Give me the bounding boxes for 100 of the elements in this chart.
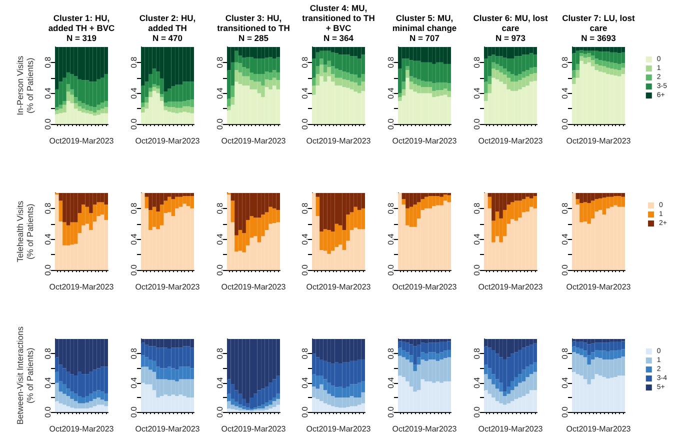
y-tick-label: 0.0: [472, 118, 482, 130]
y-tick-label: 0.8: [130, 348, 138, 360]
chart-subtitle: N = 3693: [580, 33, 617, 43]
y-tick-label: 0.4: [300, 87, 310, 99]
x-axis-title: Oct2019-Mar2023: [306, 424, 372, 434]
chart-subtitle: N = 470: [151, 33, 184, 43]
x-axis-title: Oct2019-Mar2023: [478, 424, 544, 434]
y-tick-label: 0.8: [560, 348, 570, 360]
x-axis-title: Oct2019-Mar2023: [306, 136, 372, 146]
y-tick-label: 0.4: [44, 233, 52, 245]
y-tick-label: 0.0: [130, 406, 138, 418]
y-tick-label: 0.4: [472, 87, 482, 99]
y-tick-label: 0.0: [216, 406, 224, 418]
y-tick-label: 0.0: [300, 118, 310, 130]
y-tick-label: 0.0: [44, 406, 52, 418]
y-tick-label: 0.8: [300, 202, 310, 214]
y-tick-label: 0.4: [386, 233, 396, 245]
x-axis-title: Oct2019-Mar2023: [135, 136, 200, 146]
y-tick-label: 0.8: [300, 56, 310, 68]
y-axis-title: In-Person Visits (% of Patients): [15, 56, 35, 116]
chart-title: Cluster 4: MU, transitioned to TH + BVC: [301, 3, 376, 33]
x-axis-title: Oct2019-Mar2023: [221, 424, 286, 434]
y-tick-label: 0.0: [560, 264, 570, 276]
y-tick-label: 0.8: [216, 56, 224, 68]
x-axis-title: Oct2019-Mar2023: [221, 282, 286, 292]
chart-title: Cluster 1: HU, added TH + BVC: [47, 13, 116, 33]
y-tick-label: 0.4: [216, 87, 224, 99]
y-tick-label: 0.4: [560, 376, 570, 388]
chart-title: Cluster 6: MU, lost care: [472, 13, 549, 33]
chart-subtitle: N = 319: [65, 33, 98, 43]
x-axis-title: Oct2019-Mar2023: [566, 282, 632, 292]
y-tick-label: 0.8: [560, 56, 570, 68]
y-tick-label: 0.0: [386, 118, 396, 130]
y-tick-label: 0.4: [216, 233, 224, 245]
chart-subtitle: N = 285: [237, 33, 270, 43]
y-tick-label: 0.0: [472, 264, 482, 276]
y-tick-label: 0.0: [44, 118, 52, 130]
y-tick-label: 0.8: [472, 202, 482, 214]
y-tick-label: 0.0: [300, 406, 310, 418]
chart-subtitle: N = 364: [322, 33, 354, 43]
y-tick-label: 0.8: [300, 348, 310, 360]
y-tick-label: 0.4: [472, 376, 482, 388]
x-axis-title: Oct2019-Mar2023: [478, 136, 544, 146]
y-tick-label: 0.0: [386, 406, 396, 418]
y-tick-label: 0.8: [130, 202, 138, 214]
x-axis-title: Oct2019-Mar2023: [135, 282, 200, 292]
y-tick-label: 0.8: [386, 56, 396, 68]
x-axis-title: Oct2019-Mar2023: [49, 136, 114, 146]
x-axis-title: Oct2019-Mar2023: [392, 424, 458, 434]
y-tick-label: 0.8: [44, 56, 52, 68]
y-tick-label: 0.0: [472, 406, 482, 418]
y-tick-label: 0.4: [560, 233, 570, 245]
y-tick-label: 0.8: [44, 202, 52, 214]
y-tick-label: 0.4: [386, 376, 396, 388]
chart-title: Cluster 7: LU, lost care: [561, 13, 636, 33]
x-axis-title: Oct2019-Mar2023: [566, 136, 632, 146]
y-tick-label: 0.4: [130, 233, 138, 245]
x-axis-title: Oct2019-Mar2023: [221, 136, 286, 146]
y-tick-label: 0.4: [130, 376, 138, 388]
y-tick-label: 0.4: [300, 376, 310, 388]
y-tick-label: 0.0: [300, 264, 310, 276]
y-tick-label: 0.4: [130, 87, 138, 99]
y-tick-label: 0.0: [216, 118, 224, 130]
y-tick-label: 0.0: [44, 264, 52, 276]
y-tick-label: 0.4: [216, 376, 224, 388]
y-tick-label: 0.0: [130, 264, 138, 276]
y-tick-label: 0.0: [560, 406, 570, 418]
chart-title: Cluster 3: HU, transitioned to TH: [216, 13, 291, 33]
y-tick-label: 0.8: [216, 348, 224, 360]
y-tick-label: 0.4: [44, 376, 52, 388]
x-axis-title: Oct2019-Mar2023: [135, 424, 200, 434]
y-tick-label: 0.0: [386, 264, 396, 276]
y-axis-title: Between-Visit Interactions (% of Patients): [15, 326, 35, 425]
x-axis-title: Oct2019-Mar2023: [392, 136, 458, 146]
y-axis-title: Telehealth Visits (% of Patients): [15, 200, 35, 262]
y-tick-label: 0.0: [216, 264, 224, 276]
y-tick-label: 0.8: [472, 56, 482, 68]
y-tick-label: 0.8: [386, 348, 396, 360]
x-axis-title: Oct2019-Mar2023: [566, 424, 632, 434]
y-tick-label: 0.4: [472, 233, 482, 245]
y-tick-label: 0.4: [560, 87, 570, 99]
y-tick-label: 0.8: [216, 202, 224, 214]
y-tick-label: 0.4: [300, 233, 310, 245]
y-tick-label: 0.8: [472, 348, 482, 360]
y-tick-label: 0.0: [560, 118, 570, 130]
chart-subtitle: N = 707: [408, 33, 440, 43]
chart-subtitle: N = 973: [494, 33, 526, 43]
y-tick-label: 0.8: [560, 202, 570, 214]
x-axis-title: Oct2019-Mar2023: [306, 282, 372, 292]
x-axis-title: Oct2019-Mar2023: [478, 282, 544, 292]
x-axis-title: Oct2019-Mar2023: [49, 424, 114, 434]
chart-title: Cluster 2: HU, added TH: [138, 13, 197, 33]
y-tick-label: 0.4: [44, 87, 52, 99]
chart-title: Cluster 5: MU, minimal change: [391, 13, 458, 33]
y-tick-label: 0.8: [386, 202, 396, 214]
x-axis-title: Oct2019-Mar2023: [49, 282, 114, 292]
y-tick-label: 0.4: [386, 87, 396, 99]
x-axis-title: Oct2019-Mar2023: [392, 282, 458, 292]
y-tick-label: 0.0: [130, 118, 138, 130]
y-tick-label: 0.8: [44, 348, 52, 360]
